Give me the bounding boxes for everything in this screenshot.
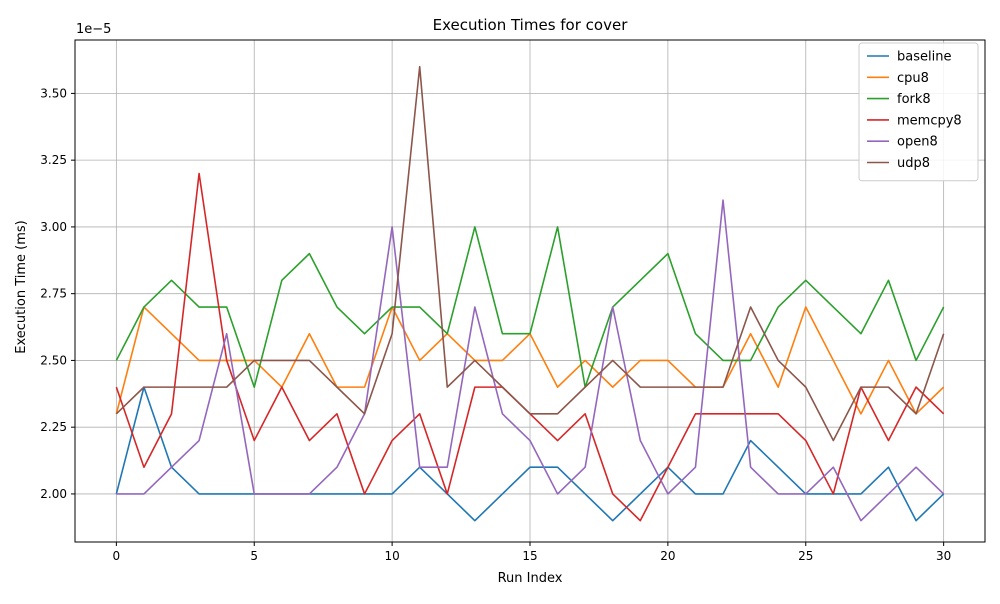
- x-tick-label: 0: [113, 549, 121, 563]
- series-line-fork8: [115, 226, 945, 388]
- axis-ticks: 0 5 10 15 20 25 30 2.00 2.25 2.50 2.75 3.00 3.25 3.50: [40, 86, 951, 563]
- legend-label-memcpy8: memcpy8: [897, 113, 962, 128]
- y-tick-label: 2.00: [40, 487, 67, 501]
- legend-label-fork8: fork8: [897, 92, 931, 107]
- y-tick-label: 3.50: [40, 86, 67, 100]
- legend-label-udp8: udp8: [897, 156, 930, 171]
- x-tick-label: 30: [936, 549, 951, 563]
- x-tick-label: 25: [798, 549, 813, 563]
- y-tick-label: 2.25: [40, 420, 67, 434]
- series-line-open8: [116, 199, 945, 522]
- y-tick-label: 2.75: [40, 287, 67, 301]
- y-axis-label: Execution Time (ms): [14, 220, 29, 353]
- y-tick-label: 3.25: [40, 153, 67, 167]
- legend-label-open8: open8: [897, 135, 938, 150]
- legend-label-baseline: baseline: [897, 50, 951, 65]
- chart-title: Execution Times for cover: [433, 16, 629, 34]
- x-tick-label: 15: [522, 549, 537, 563]
- x-tick-label: 20: [660, 549, 675, 563]
- x-tick-label: 5: [250, 549, 258, 563]
- y-tick-label: 2.50: [40, 353, 67, 367]
- y-offset-label: 1e−5: [76, 22, 111, 37]
- series-lines: [115, 65, 945, 522]
- legend-label-cpu8: cpu8: [897, 71, 929, 86]
- legend: baseline cpu8 fork8 memcpy8 open8 udp8: [858, 42, 979, 182]
- x-tick-label: 10: [384, 549, 399, 563]
- y-tick-label: 3.00: [40, 220, 67, 234]
- x-axis-label: Run Index: [498, 571, 563, 586]
- series-line-udp8: [115, 65, 945, 442]
